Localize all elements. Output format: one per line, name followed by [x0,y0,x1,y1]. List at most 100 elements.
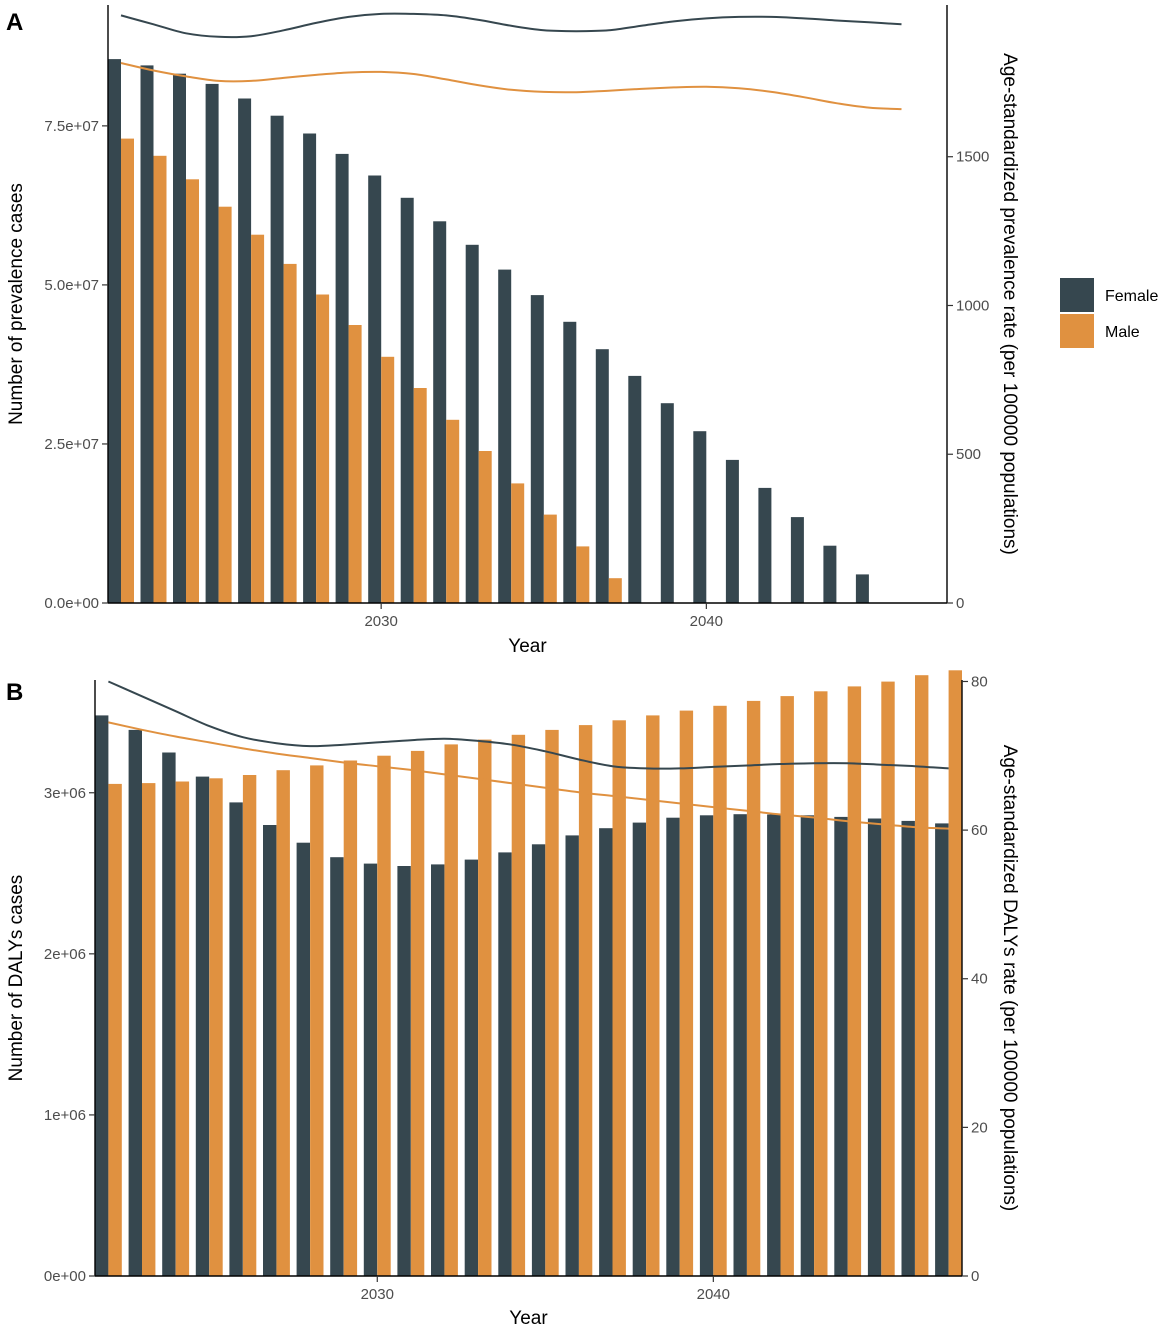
bar-female-2035 [531,844,546,1276]
bar-male-2036 [576,546,590,603]
bar-male-2046 [915,675,929,1276]
bar-female-2036 [563,321,577,603]
bar-male-2030 [381,356,395,603]
bar-female-2030 [363,863,378,1276]
bar-male-2022 [108,783,122,1276]
bar-male-2029 [348,325,362,603]
bar-female-2029 [335,153,349,603]
y-right-tick-label: 500 [956,446,981,463]
bar-female-2033 [464,859,479,1276]
bar-female-2024 [173,73,186,603]
bar-female-2037 [599,828,613,1276]
bar-male-2041 [746,700,761,1276]
bar-female-2025 [205,83,219,603]
bar-female-2023 [140,65,154,603]
y-left-tick-label: 2.5e+07 [44,436,99,453]
x-tick-label: 2030 [364,613,397,630]
bar-female-2045 [855,574,869,603]
y-axis-left-title: Number of prevalence cases [6,183,27,425]
y-left-tick-label: 3e+06 [44,785,86,802]
y-right-tick-label: 20 [971,1119,988,1136]
bar-female-2035 [530,295,544,603]
y-right-tick-label: 1500 [956,149,989,166]
x-tick-label: 2040 [697,1286,730,1303]
legend-swatch-female [1060,278,1094,312]
y-left-tick-label: 7.5e+07 [44,118,99,135]
bar-male-2026 [251,234,265,603]
bar-female-2036 [565,835,579,1276]
bar-female-2047 [935,823,949,1276]
bar-female-2045 [867,818,882,1276]
bar-male-2030 [377,755,391,1276]
bar-female-2032 [433,221,447,604]
bar-male-2038 [646,715,660,1276]
bar-male-2024 [186,179,199,604]
bar-female-2041 [725,459,739,603]
line-male [108,721,949,830]
bar-female-2034 [498,269,512,603]
bar-female-2043 [790,517,804,603]
bar-male-2035 [543,514,557,603]
x-tick-label: 2040 [690,613,723,630]
bar-female-2043 [800,815,815,1276]
bar-female-2033 [465,244,479,604]
bar-female-2044 [834,816,848,1276]
bar-female-2031 [400,197,414,604]
bar-male-2032 [444,744,458,1276]
y-left-tick-label: 2e+06 [44,946,86,963]
bar-female-2037 [595,349,609,603]
y-right-tick-label: 0 [971,1268,979,1285]
bar-male-2022 [121,138,134,603]
bar-male-2042 [780,696,794,1276]
legend-label-female: Female [1105,288,1158,305]
bar-female-2022 [108,59,121,604]
legend-label-male: Male [1105,324,1140,341]
x-axis-title: Year [508,636,547,657]
bar-female-2041 [733,814,747,1276]
bar-male-2025 [209,778,223,1276]
bar-male-2044 [847,686,862,1276]
bar-male-2029 [343,760,358,1276]
bar-male-2027 [276,770,290,1276]
y-axis-left-title: Number of DALYs cases [6,875,27,1082]
bar-female-2044 [823,545,837,603]
bar-female-2029 [330,857,344,1276]
bar-male-2027 [283,263,297,603]
bar-female-2046 [901,820,915,1276]
y-left-tick-label: 0e+00 [44,1268,86,1285]
line-female [107,680,949,770]
y-right-tick-label: 0 [956,595,964,612]
panel-letter: B [6,679,23,706]
x-axis-title: Year [509,1308,548,1329]
bar-male-2034 [511,734,526,1276]
bar-male-2033 [478,739,492,1276]
bar-male-2039 [679,710,694,1276]
bar-female-2022 [95,715,109,1276]
bar-male-2032 [446,419,460,603]
bar-male-2037 [608,578,622,603]
panel-letter: A [6,9,23,36]
bar-female-2040 [699,815,714,1276]
x-tick-label: 2030 [361,1286,394,1303]
bar-male-2033 [478,451,492,603]
y-axis-right-title: Age-standardized DALYs rate (per 100000 … [999,745,1020,1212]
bar-male-2047 [948,670,962,1276]
bar-male-2025 [218,206,232,603]
bar-male-2024 [175,781,190,1276]
bar-male-2037 [612,720,626,1276]
bar-female-2038 [628,375,642,603]
bar-male-2028 [316,294,330,603]
bar-female-2038 [632,822,647,1276]
bar-female-2027 [263,825,277,1276]
bar-female-2028 [296,842,310,1276]
bar-female-2042 [758,487,772,603]
y-right-tick-label: 60 [971,822,988,839]
bar-male-2023 [153,155,167,604]
bar-male-2040 [713,705,727,1276]
bar-female-2039 [666,817,680,1276]
bar-female-2027 [270,115,284,603]
bar-male-2043 [814,691,828,1276]
y-left-tick-label: 0.0e+00 [44,595,99,612]
bar-male-2026 [242,775,257,1276]
